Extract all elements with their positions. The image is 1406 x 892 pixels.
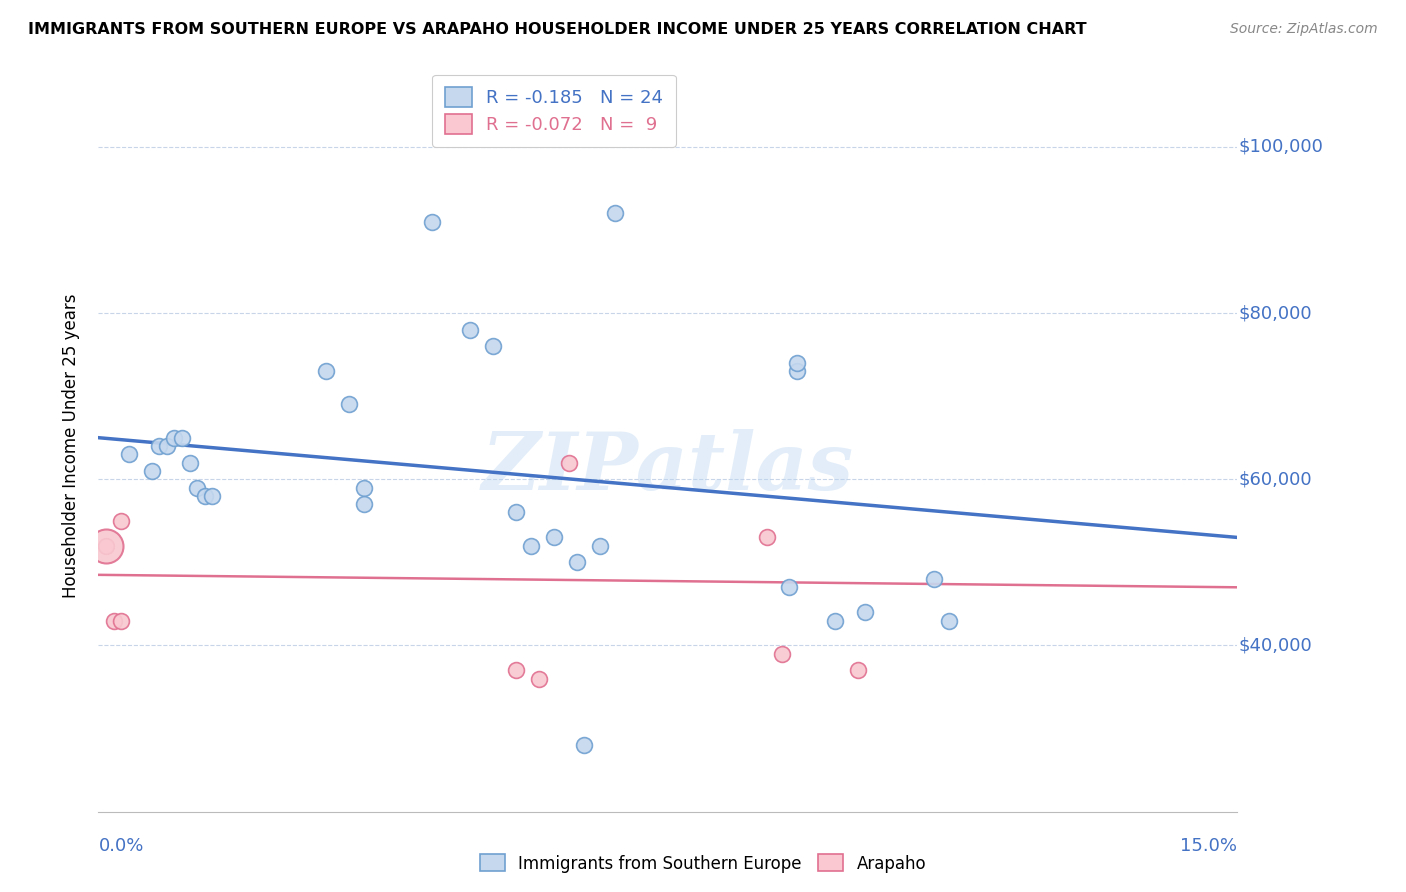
- Legend: R = -0.185   N = 24, R = -0.072   N =  9: R = -0.185 N = 24, R = -0.072 N = 9: [432, 75, 676, 147]
- Point: [603, 206, 626, 220]
- Point: [422, 214, 444, 228]
- Text: $100,000: $100,000: [1239, 137, 1323, 156]
- Point: [141, 464, 163, 478]
- Point: [778, 580, 800, 594]
- Point: [315, 364, 337, 378]
- Point: [194, 489, 217, 503]
- Point: [770, 647, 793, 661]
- Point: [163, 431, 186, 445]
- Point: [460, 323, 482, 337]
- Point: [186, 481, 208, 495]
- Point: [201, 489, 224, 503]
- Point: [94, 539, 117, 553]
- Point: [110, 614, 132, 628]
- Point: [527, 672, 550, 686]
- Point: [148, 439, 170, 453]
- Point: [543, 530, 565, 544]
- Point: [755, 530, 778, 544]
- Point: [824, 614, 846, 628]
- Point: [353, 497, 375, 511]
- Point: [337, 397, 360, 411]
- Point: [588, 539, 610, 553]
- Text: 15.0%: 15.0%: [1180, 837, 1237, 855]
- Point: [505, 664, 527, 678]
- Point: [118, 447, 141, 461]
- Text: IMMIGRANTS FROM SOUTHERN EUROPE VS ARAPAHO HOUSEHOLDER INCOME UNDER 25 YEARS COR: IMMIGRANTS FROM SOUTHERN EUROPE VS ARAPA…: [28, 22, 1087, 37]
- Point: [922, 572, 945, 586]
- Point: [353, 481, 375, 495]
- Point: [565, 555, 588, 569]
- Point: [520, 539, 543, 553]
- Y-axis label: Householder Income Under 25 years: Householder Income Under 25 years: [62, 293, 80, 599]
- Point: [505, 506, 527, 520]
- Text: $40,000: $40,000: [1239, 637, 1312, 655]
- Text: 0.0%: 0.0%: [98, 837, 143, 855]
- Text: $80,000: $80,000: [1239, 304, 1312, 322]
- Point: [482, 339, 505, 353]
- Point: [786, 364, 808, 378]
- Point: [853, 605, 876, 619]
- Point: [94, 539, 117, 553]
- Point: [938, 614, 960, 628]
- Point: [170, 431, 193, 445]
- Legend: Immigrants from Southern Europe, Arapaho: Immigrants from Southern Europe, Arapaho: [472, 847, 934, 880]
- Point: [574, 738, 596, 752]
- Point: [103, 614, 125, 628]
- Point: [156, 439, 179, 453]
- Point: [558, 456, 581, 470]
- Point: [786, 356, 808, 370]
- Point: [846, 664, 869, 678]
- Point: [179, 456, 201, 470]
- Text: ZIPatlas: ZIPatlas: [482, 429, 853, 507]
- Point: [110, 514, 132, 528]
- Text: $60,000: $60,000: [1239, 470, 1312, 488]
- Text: Source: ZipAtlas.com: Source: ZipAtlas.com: [1230, 22, 1378, 37]
